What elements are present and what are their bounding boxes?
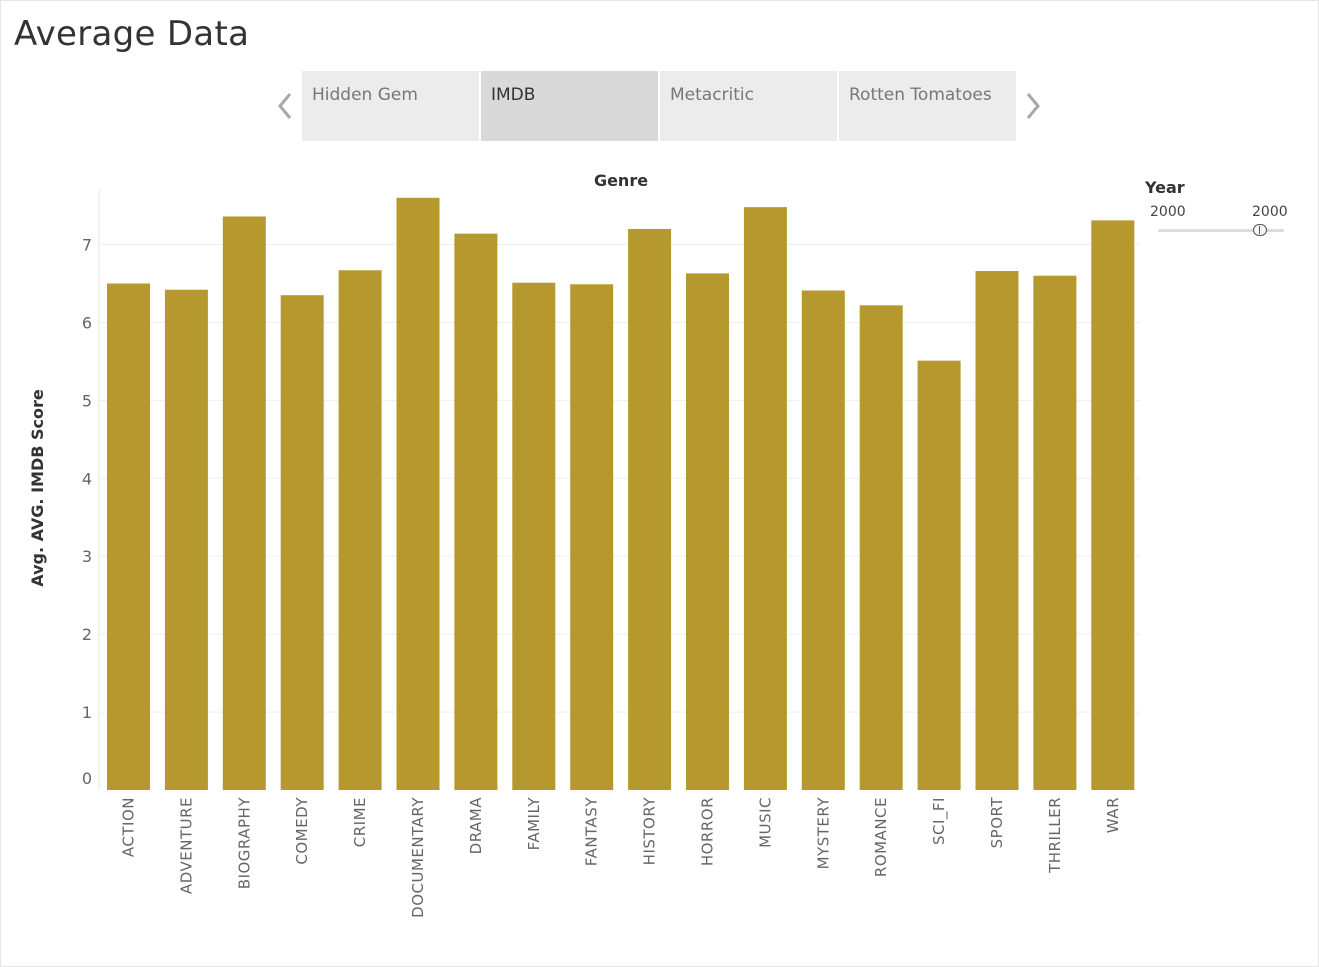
y-tick-label: 7 [82,236,92,255]
x-tick-labels: ACTION ADVENTURE BIOGRAPHY COMEDY CRIME DOCUM… [120,797,1122,918]
chevron-left-icon[interactable] [273,88,297,124]
y-tick-labels: 0 1 2 3 4 5 6 7 [82,236,92,788]
bar-music[interactable] [743,207,787,791]
y-tick-label: 5 [82,391,92,410]
year-filter-min: 2000 [1150,204,1186,220]
x-tick-label: ROMANCE [872,797,890,877]
grid-lines [100,244,1140,713]
bar-adventure[interactable] [164,289,208,790]
y-tick-label: 2 [82,625,92,644]
year-slider-handle[interactable] [1252,224,1267,236]
year-filter-max: 2000 [1252,204,1288,220]
bar-drama[interactable] [454,233,498,791]
x-tick-label: DRAMA [467,797,485,855]
x-tick-label: WAR [1104,797,1122,833]
tab-imdb[interactable]: IMDB [481,71,658,141]
x-tick-label: CRIME [351,797,369,847]
y-tick-label: 1 [82,703,92,722]
bar-history[interactable] [628,228,672,790]
bar-horror[interactable] [686,273,729,791]
chart-title: Genre [594,171,648,190]
x-tick-label: HORROR [699,797,717,866]
bar-comedy[interactable] [280,295,324,790]
x-tick-label: SPORT [988,797,1006,849]
tab-rotten-tomatoes[interactable]: Rotten Tomatoes [839,71,1016,141]
x-tick-label: BIOGRAPHY [235,797,253,890]
bar-war[interactable] [1091,220,1135,790]
x-tick-label: DOCUMENTARY [409,797,427,918]
bar-mystery[interactable] [801,290,845,790]
bar-action[interactable] [107,283,150,790]
x-tick-label: MUSIC [756,797,774,848]
y-tick-label: 0 [82,769,92,788]
bars [107,197,1135,791]
year-slider-track[interactable] [1158,224,1284,236]
tab-metacritic[interactable]: Metacritic [660,71,837,141]
x-tick-label: COMEDY [293,797,311,865]
bar-fantasy[interactable] [570,284,614,790]
x-tick-label: ACTION [120,797,138,857]
bar-thriller[interactable] [1033,275,1077,790]
y-axis-title: Avg. AVG. IMDB Score [28,389,47,587]
y-tick-label: 4 [82,469,92,488]
chevron-right-icon[interactable] [1021,88,1045,124]
x-tick-label: ADVENTURE [177,797,195,894]
bar-family[interactable] [512,282,556,790]
y-tick-label: 3 [82,547,92,566]
bar-sci-fi[interactable] [917,360,961,790]
x-tick-label: MYSTERY [814,797,832,870]
year-filter: Year 2000 2000 [1145,176,1305,246]
bar-documentary[interactable] [396,197,440,790]
x-tick-label: HISTORY [641,797,659,866]
x-tick-label: THRILLER [1046,797,1064,874]
year-filter-title: Year [1145,178,1185,197]
x-tick-label: FANTASY [583,797,601,867]
bar-romance[interactable] [859,305,903,790]
y-tick-label: 6 [82,313,92,332]
x-tick-label: FAMILY [525,797,543,851]
page-title: Average Data [14,14,250,54]
x-tick-label: SCI_FI [930,797,949,845]
bar-sport[interactable] [975,271,1019,791]
bar-biography[interactable] [222,216,266,790]
tab-hidden-gem[interactable]: Hidden Gem [302,71,479,141]
bar-crime[interactable] [338,270,382,790]
